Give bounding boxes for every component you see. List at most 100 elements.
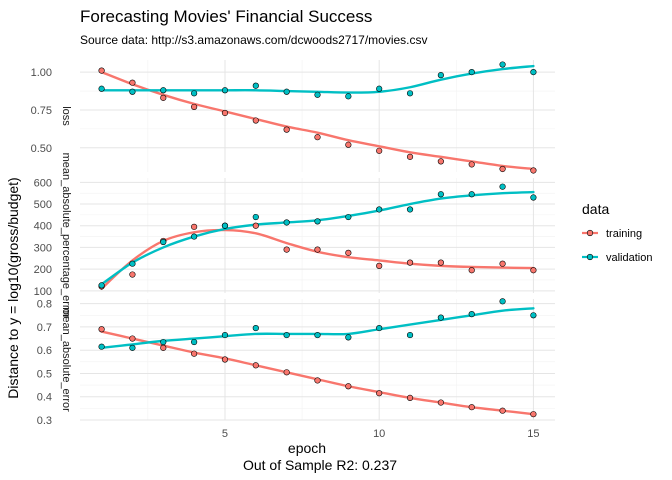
- legend-label-validation: validation: [606, 252, 652, 264]
- data-point-training: [191, 103, 198, 111]
- x-axis-label: epoch: [288, 440, 326, 456]
- y-tick-label: 100: [34, 286, 52, 298]
- data-point-validation: [160, 87, 167, 94]
- data-point-validation: [129, 260, 136, 267]
- data-point-validation: [376, 324, 383, 332]
- data-point-validation: [345, 213, 352, 221]
- legend-label-training: training: [606, 228, 642, 240]
- data-point-validation: [129, 88, 136, 95]
- data-point-validation: [468, 191, 475, 198]
- data-point-training: [376, 390, 383, 397]
- legend: data training validation: [582, 201, 652, 264]
- data-point-training: [468, 404, 475, 411]
- data-point-validation: [468, 69, 475, 76]
- x-tick-label: 5: [222, 428, 228, 440]
- x-tick-label: 15: [527, 428, 539, 440]
- data-point-validation: [283, 331, 290, 339]
- data-point-training: [314, 377, 321, 384]
- data-point-validation: [129, 344, 136, 351]
- y-tick-label: 0.6: [37, 345, 52, 357]
- data-point-validation: [283, 219, 290, 226]
- data-point-training: [160, 94, 167, 101]
- y-tick-label: 0.5: [37, 368, 52, 380]
- data-point-training: [252, 117, 259, 124]
- data-point-training: [221, 356, 229, 363]
- data-point-training: [283, 369, 290, 376]
- data-point-validation: [499, 183, 506, 190]
- y-tick-label: 600: [34, 177, 52, 189]
- data-point-training: [283, 246, 290, 253]
- y-tick-label: 0.75: [31, 105, 52, 117]
- y-tick-label: 0.8: [37, 299, 52, 311]
- x-axis: 5 10 15: [222, 428, 540, 440]
- data-point-validation: [252, 324, 259, 332]
- data-point-training: [437, 399, 444, 406]
- data-point-validation: [252, 82, 259, 89]
- data-point-validation: [406, 331, 414, 339]
- data-point-training: [376, 147, 383, 154]
- data-point-validation: [221, 87, 229, 94]
- data-point-training: [406, 153, 414, 160]
- data-point-validation: [98, 85, 105, 92]
- data-point-training: [129, 271, 136, 278]
- legend-title: data: [582, 201, 609, 217]
- data-point-training: [345, 249, 352, 256]
- data-point-training: [437, 259, 444, 266]
- panel-mean-absolute-error: 0.3 0.4 0.5 0.6 0.7 0.8 mean_absolute_error: [37, 298, 555, 427]
- data-point-validation: [98, 343, 105, 350]
- panel-mean-absolute-percentage-error: 100 200 300 400 500 600 mean_absolute_percenta…: [34, 153, 555, 319]
- y-tick-label: 200: [34, 264, 52, 276]
- data-point-validation: [160, 238, 167, 246]
- data-point-validation: [314, 331, 321, 339]
- data-point-validation: [191, 233, 198, 240]
- data-point-validation: [499, 61, 506, 68]
- data-point-training: [160, 344, 167, 351]
- data-point-validation: [437, 314, 444, 321]
- data-point-validation: [468, 311, 475, 318]
- data-point-training: [499, 165, 506, 173]
- data-point-validation: [191, 90, 198, 97]
- y-tick-label: 1.00: [31, 67, 52, 79]
- data-point-validation: [191, 338, 198, 346]
- data-point-validation: [252, 213, 259, 221]
- facet-strip-label: mean_absolute_percentage_error: [60, 153, 72, 319]
- legend-key-training-dot: [586, 229, 594, 237]
- data-point-validation: [406, 206, 414, 213]
- facet-strip-label: loss: [60, 106, 72, 126]
- data-point-training: [314, 246, 321, 253]
- data-point-validation: [221, 331, 229, 339]
- data-point-validation: [314, 218, 321, 225]
- data-point-validation: [530, 69, 537, 76]
- y-tick-label: 500: [34, 199, 52, 211]
- x-tick-label: 10: [373, 428, 385, 440]
- data-point-training: [98, 67, 105, 74]
- chart-title: Forecasting Movies' Financial Success: [80, 7, 372, 26]
- data-point-training: [314, 134, 321, 141]
- data-point-training: [530, 411, 537, 418]
- data-point-training: [129, 79, 136, 86]
- data-point-training: [468, 161, 475, 168]
- data-point-training: [191, 350, 198, 357]
- data-point-training: [530, 267, 537, 274]
- data-point-training: [499, 407, 506, 414]
- data-point-validation: [499, 298, 506, 305]
- y-tick-label: 0.3: [37, 415, 52, 427]
- facet-panels: 0.50 0.75 1.00 loss 100 200 300 400 500 600 mean_a…: [31, 60, 555, 427]
- chart-caption: Out of Sample R2: 0.237: [243, 457, 397, 473]
- data-point-validation: [530, 312, 537, 319]
- data-point-training: [252, 222, 259, 229]
- data-point-training: [376, 262, 383, 269]
- data-point-validation: [376, 85, 383, 92]
- y-axis-label: Distance to y = log10(gross/budget): [5, 177, 21, 398]
- data-point-training: [98, 326, 105, 333]
- data-point-training: [406, 259, 414, 266]
- facet-strip-label: mean_absolute_error: [60, 307, 72, 412]
- data-point-training: [221, 109, 229, 117]
- data-point-training: [129, 335, 136, 342]
- panel-loss: 0.50 0.75 1.00 loss: [31, 60, 555, 174]
- data-point-training: [191, 223, 198, 230]
- data-point-validation: [98, 282, 105, 289]
- data-point-validation: [314, 91, 321, 98]
- data-point-training: [283, 126, 290, 133]
